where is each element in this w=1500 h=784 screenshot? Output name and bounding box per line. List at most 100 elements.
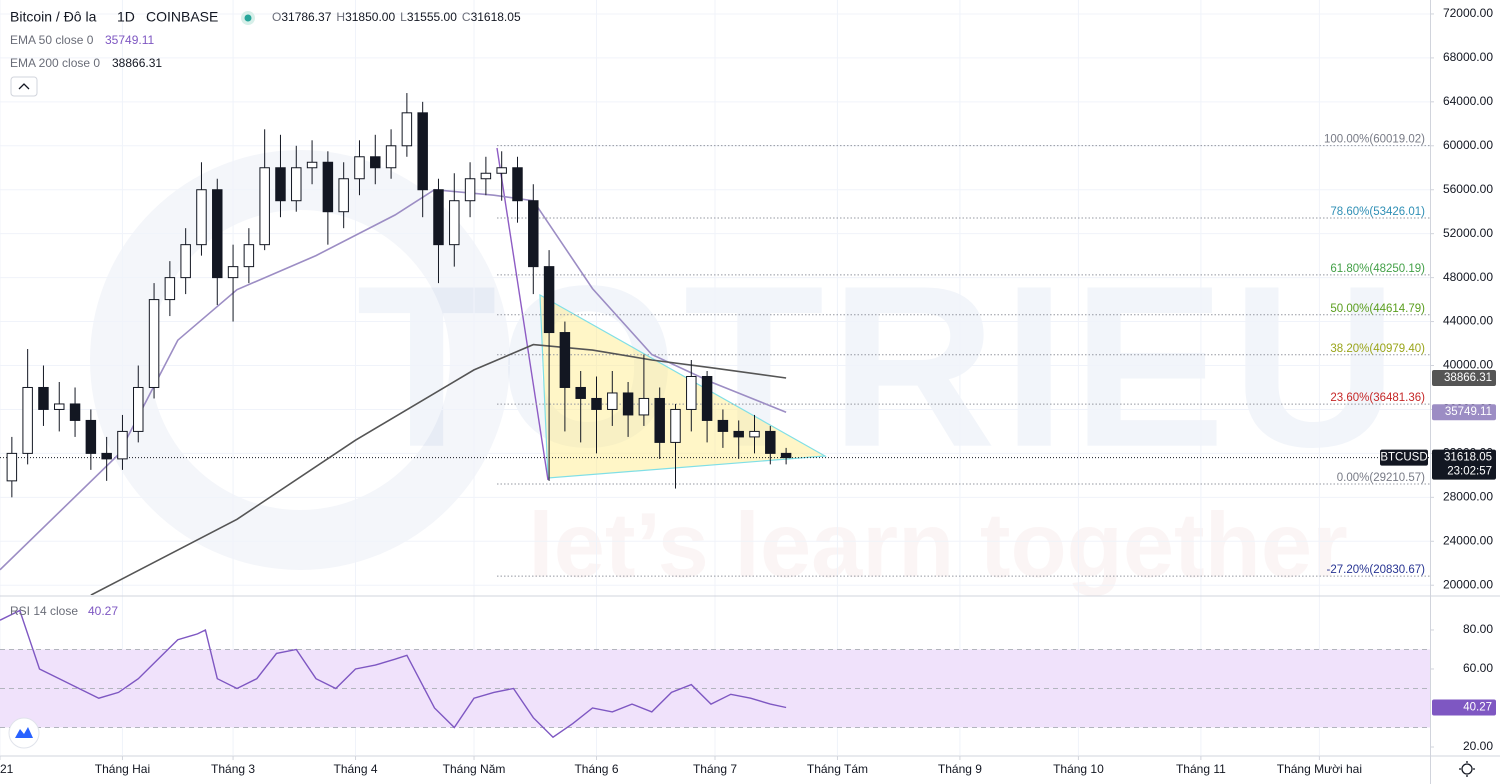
candle-body	[354, 156, 365, 180]
x-tick-label: Tháng Tám	[807, 762, 868, 776]
settings-icon	[1459, 761, 1475, 777]
candle-body	[291, 167, 302, 202]
candle-body	[385, 145, 397, 169]
y-tick-label: 80.00	[1463, 622, 1493, 636]
ohlc: O31786.37 H31850.00 L31555.00 C31618.05	[272, 10, 521, 24]
candles	[6, 93, 792, 498]
watermark: TOTRIEU let’s learn together	[90, 150, 1403, 596]
candle-body	[338, 178, 349, 213]
candle-body	[749, 430, 760, 438]
candle-body	[117, 430, 128, 460]
collapse-icon	[18, 83, 30, 90]
candle-body	[638, 397, 650, 416]
fib-label: 38.20%(40979.40)	[1330, 343, 1425, 355]
candle-body	[322, 161, 334, 213]
fib-label: 0.00%(29210.57)	[1337, 472, 1425, 484]
candle-body	[243, 244, 255, 268]
x-tick-label: Tháng 11	[1176, 762, 1226, 776]
watermark-logo: TOTRIEU	[356, 238, 1403, 495]
logo-icon	[15, 727, 33, 738]
candle-body	[227, 266, 239, 279]
y-tick-label: 20000.00	[1443, 577, 1493, 591]
last-price-tag	[1432, 449, 1496, 480]
y-tick-label: 48000.00	[1443, 270, 1493, 284]
price-tags: BTCUSD 31618.05 23:02:57 35749.11 38866.31 40…	[1380, 369, 1496, 716]
last-price-tag-text: 31618.05	[1444, 452, 1492, 464]
x-tick-label: Tháng Hai	[95, 762, 150, 776]
interval: 1D	[117, 9, 135, 25]
x-tick-label: Tháng 7	[693, 762, 737, 776]
x-tick-label: Tháng 9	[938, 762, 982, 776]
candle-body	[259, 167, 270, 246]
candle-body	[654, 397, 665, 443]
fib-label: 100.00%(60019.02)	[1324, 134, 1425, 146]
candle-body	[780, 452, 792, 459]
ema50-legend[interactable]: EMA 50 close 0	[10, 33, 94, 47]
candle-body	[480, 172, 492, 180]
candle-body	[543, 266, 555, 334]
rsi-legend[interactable]: RSI 14 close	[10, 604, 78, 618]
y-tick-label: 20.00	[1463, 739, 1493, 753]
axes: 72000.00 68000.00 64000.00 60000.00 56000.00…	[0, 6, 1493, 776]
ema-tag-text: 38866.31	[1444, 372, 1492, 384]
rsi-tag	[1432, 699, 1496, 716]
candle-body	[591, 397, 602, 410]
ema-tag	[1432, 369, 1496, 386]
ohlc-key: C	[462, 10, 471, 24]
rsi-tag-text: 40.27	[1463, 701, 1492, 713]
candle-body	[464, 178, 476, 202]
ohlc-value: 31618.05	[471, 10, 521, 24]
collapse-button[interactable]	[10, 76, 38, 97]
candle-body	[417, 112, 428, 191]
y-tick-label: 40000.00	[1443, 358, 1493, 372]
x-tick-label: Tháng 4	[334, 762, 378, 776]
candle-body	[164, 277, 176, 301]
rsi-line	[0, 609, 787, 739]
candle-body	[622, 392, 634, 416]
x-tick-label: 21	[0, 762, 14, 776]
y-tick-label: 44000.00	[1443, 314, 1493, 328]
ohlc-value: 31786.37	[281, 10, 331, 24]
candle-body	[133, 386, 144, 432]
candle-body	[401, 112, 413, 147]
symbol: Bitcoin / Đô la	[10, 9, 97, 25]
fib-label: -27.20%(20830.67)	[1327, 564, 1426, 576]
y-tick-label: 60.00	[1463, 661, 1493, 675]
candle-body	[370, 156, 381, 169]
fibonacci: 100.00%(60019.02) 78.60%(53426.01) 61.80%(…	[0, 134, 1430, 577]
candle-body	[449, 200, 460, 246]
ema50-value: 35749.11	[105, 33, 154, 47]
x-tick-label: Tháng 10	[1053, 762, 1104, 776]
x-tick-label: Tháng Mười hai	[1277, 762, 1362, 776]
y-tick-label: 52000.00	[1443, 226, 1493, 240]
candle-body	[22, 386, 33, 454]
candle-body	[528, 200, 539, 268]
logo-button[interactable]	[8, 717, 40, 749]
candle-body	[733, 430, 744, 438]
ohlc-value: 31850.00	[345, 10, 395, 24]
candle-body	[512, 167, 523, 202]
rsi-pane	[0, 609, 787, 739]
x-tick-label: Tháng 3	[211, 762, 255, 776]
rsi-value: 40.27	[88, 604, 118, 618]
y-tick-label: 28000.00	[1443, 490, 1493, 504]
y-tick-label: 24000.00	[1443, 533, 1493, 547]
candle-body	[69, 403, 81, 421]
ema200-legend[interactable]: EMA 200 close 0	[10, 56, 100, 70]
exchange: COINBASE	[146, 9, 218, 25]
candle-body	[101, 452, 112, 460]
candle-body	[701, 375, 713, 421]
symbol-tag-text: BTCUSD	[1380, 452, 1427, 464]
y-tick-label: 60000.00	[1443, 138, 1493, 152]
ema200-value: 38866.31	[112, 56, 162, 70]
candle-body	[180, 244, 191, 279]
candle-body	[686, 375, 697, 410]
candle-body	[670, 408, 681, 443]
legend: Bitcoin / Đô la 1D COINBASE O31786.37 H31…	[10, 9, 521, 618]
candle-body	[54, 403, 65, 410]
rsi-background	[0, 648, 1430, 728]
candle-body	[6, 452, 18, 482]
watermark-tagline: let’s learn together	[528, 494, 1348, 596]
fib-label: 78.60%(53426.01)	[1330, 206, 1425, 218]
settings-button[interactable]	[1461, 763, 1473, 775]
